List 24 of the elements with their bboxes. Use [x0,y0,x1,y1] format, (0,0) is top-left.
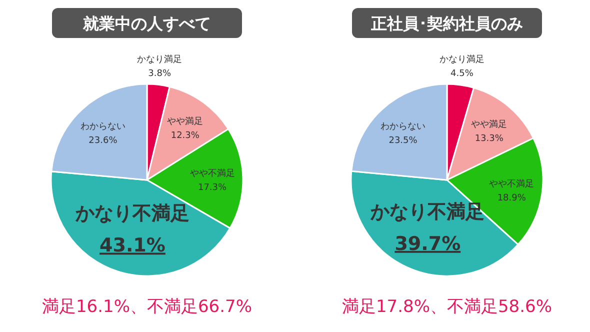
text: 満足17.8%、不満足58.6% [342,297,552,317]
data-label: 12.3% [170,131,200,142]
text: 満足16.1%、不満足66.7% [42,297,252,317]
slice-label: かなり満足 [439,54,484,65]
slice-label: わからない [80,122,126,132]
data-label: 23.5% [388,136,418,146]
data-label: 39.7% [394,232,461,255]
data-label: 17.3% [198,182,228,193]
data-label: 18.9% [497,193,526,204]
slice-label: かなり不満足 [370,200,485,223]
slice-label: やや満足 [471,119,508,130]
data-label: 4.5% [450,69,474,79]
data-label: 13.3% [474,134,504,144]
slice-label: わからない [380,122,426,132]
slice-label: やや不満足 [489,178,534,190]
slice-label: かなり満足 [137,54,182,65]
data-label: 43.1% [100,234,166,257]
data-label: 3.8% [148,69,172,79]
chart-title: 正社員･契約社員のみ [370,14,523,33]
slice-label: やや満足 [167,116,204,128]
slice-label: かなり不満足 [74,202,190,225]
chart-title: 就業中の人すべて [82,14,211,33]
slice-label: やや不満足 [190,168,235,179]
data-label: 23.6% [88,136,118,146]
